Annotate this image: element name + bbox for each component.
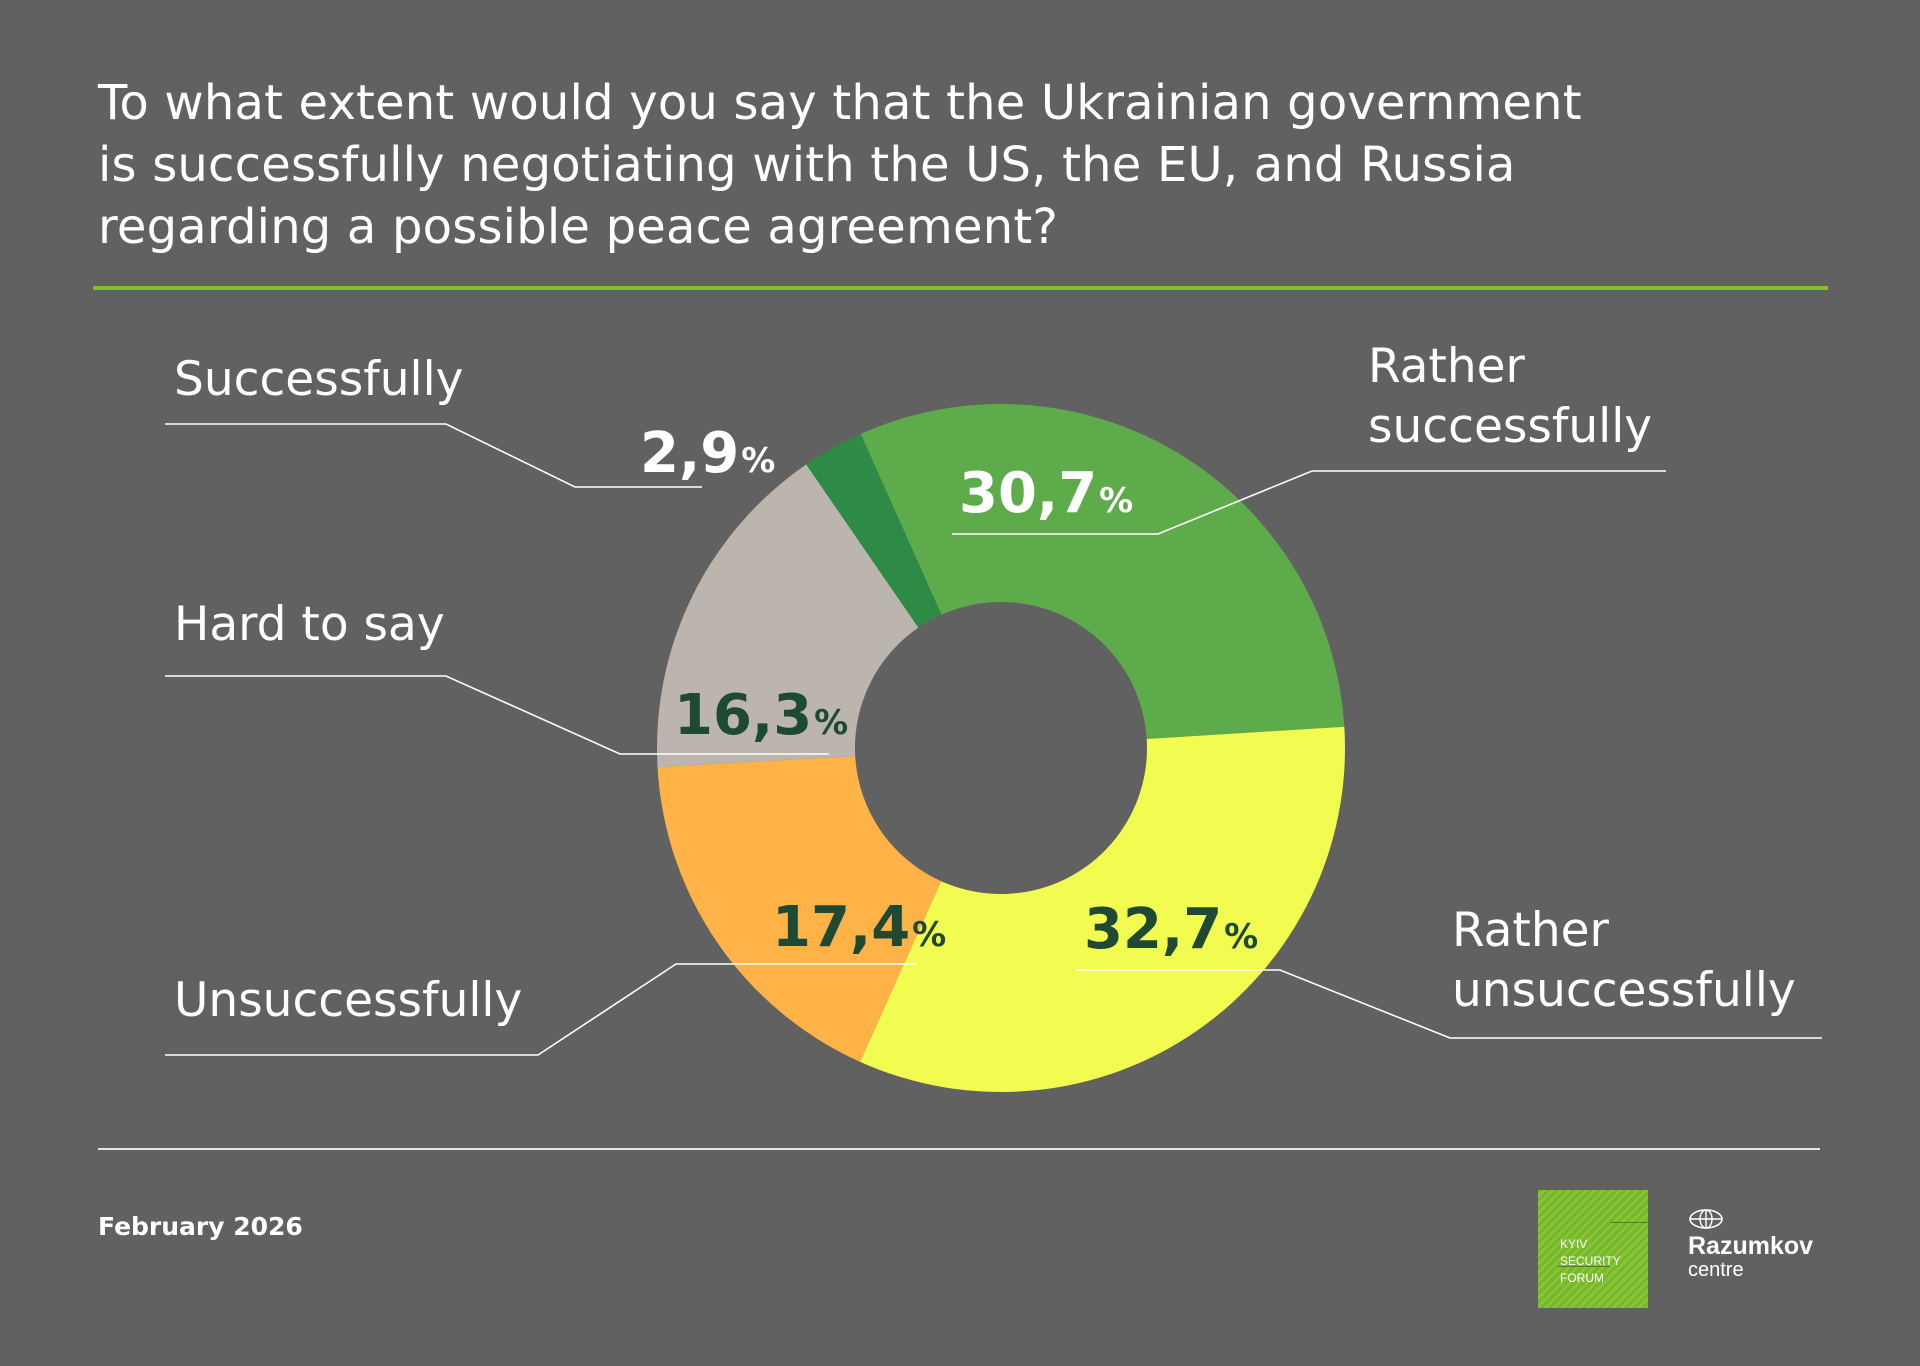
razumkov-logo-name: Razumkov (1688, 1232, 1814, 1260)
leader-line-0 (165, 423, 702, 488)
chart-title: To what extent would you say that the Uk… (98, 75, 1582, 255)
value-label-0: 2,9% (640, 421, 775, 486)
value-labels: 2,9% 30,7% 32,7% 17,4% 16,3% (640, 421, 1258, 962)
category-label-3: Unsuccessfully (174, 973, 522, 1028)
value-label-4: 16,3% (674, 683, 848, 748)
razumkov-centre-logo: Razumkov centre (1688, 1208, 1813, 1282)
donut-slice-0 (806, 433, 942, 628)
value-label-2: 32,7% (1084, 897, 1258, 962)
footer-date: February 2026 (98, 1212, 303, 1241)
razumkov-logo-sub: centre (1688, 1259, 1744, 1281)
globe-icon (1689, 1209, 1723, 1229)
value-label-1: 30,7% (959, 461, 1133, 526)
category-label-0: Successfully (174, 352, 463, 407)
category-label-4: Hard to say (174, 597, 445, 652)
donut-slice-2 (860, 726, 1345, 1092)
category-labels: Successfully Rather successfully Rather unsu… (174, 339, 1796, 1028)
title-divider (93, 286, 1828, 290)
leader-lines (165, 423, 1822, 1056)
value-label-3: 17,4% (772, 895, 946, 960)
leader-line-4 (165, 675, 829, 755)
category-label-2: Rather unsuccessfully (1452, 903, 1796, 1018)
leader-line-3 (165, 963, 916, 1056)
donut-slice-1 (860, 404, 1345, 739)
category-label-1: Rather successfully (1368, 339, 1652, 454)
ksf-logo-text: KYIV SECURITY FORUM (1560, 1237, 1621, 1285)
kyiv-security-forum-logo: KYIV SECURITY FORUM (1538, 1190, 1648, 1308)
donut-slice-4 (657, 464, 919, 768)
donut-slice-3 (657, 756, 942, 1062)
donut-slices (657, 404, 1345, 1092)
leader-line-1 (952, 470, 1666, 535)
footer-divider (98, 1148, 1820, 1150)
leader-line-2 (1076, 969, 1822, 1039)
